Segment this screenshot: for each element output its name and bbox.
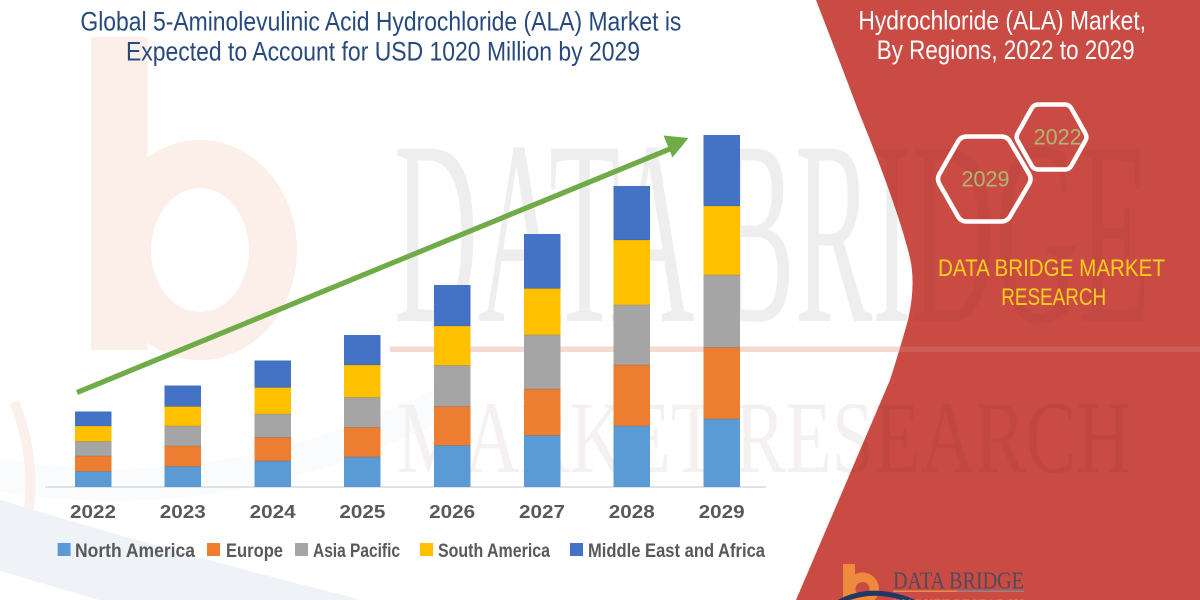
svg-text:2028: 2028 xyxy=(609,502,655,522)
svg-text:North America: North America xyxy=(75,541,195,562)
svg-text:Global 5-Aminolevulinic Acid H: Global 5-Aminolevulinic Acid Hydrochlori… xyxy=(80,7,681,37)
svg-text:Europe: Europe xyxy=(226,541,283,562)
svg-text:RESEARCH: RESEARCH xyxy=(1001,284,1106,311)
svg-text:2024: 2024 xyxy=(250,502,296,522)
svg-text:DATA BRIDGE MARKET: DATA BRIDGE MARKET xyxy=(938,255,1165,282)
svg-text:2022: 2022 xyxy=(1034,125,1082,150)
svg-text:2025: 2025 xyxy=(339,502,385,522)
svg-text:2029: 2029 xyxy=(699,502,745,522)
svg-text:2029: 2029 xyxy=(962,167,1010,192)
svg-text:2026: 2026 xyxy=(429,502,475,522)
svg-text:Middle East and Africa: Middle East and Africa xyxy=(588,541,765,562)
svg-text:2022: 2022 xyxy=(70,502,116,522)
svg-text:South America: South America xyxy=(438,541,550,562)
svg-text:Hydrochloride (ALA) Market,: Hydrochloride (ALA) Market, xyxy=(858,6,1146,36)
svg-text:2023: 2023 xyxy=(160,502,206,522)
svg-text:Expected to Account for USD 10: Expected to Account for USD 1020 Million… xyxy=(126,36,640,66)
svg-text:MARKET RESEARCH: MARKET RESEARCH xyxy=(893,596,1024,600)
svg-text:By Regions, 2022 to 2029: By Regions, 2022 to 2029 xyxy=(877,35,1135,65)
svg-text:DATA BRIDGE: DATA BRIDGE xyxy=(893,569,1024,595)
svg-text:Asia Pacific: Asia Pacific xyxy=(313,541,400,562)
svg-text:2027: 2027 xyxy=(519,502,565,522)
